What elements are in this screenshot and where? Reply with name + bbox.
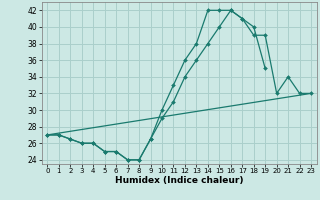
X-axis label: Humidex (Indice chaleur): Humidex (Indice chaleur) [115,176,244,185]
